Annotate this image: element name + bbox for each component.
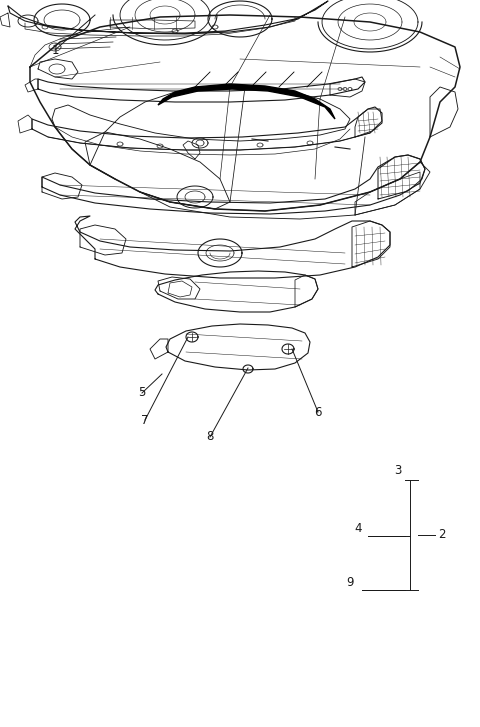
Text: 3: 3 bbox=[394, 464, 402, 476]
Text: 4: 4 bbox=[354, 521, 362, 534]
Text: 7: 7 bbox=[141, 414, 149, 427]
Text: 1: 1 bbox=[51, 44, 59, 57]
Text: 6: 6 bbox=[314, 406, 322, 419]
Polygon shape bbox=[158, 84, 335, 119]
Text: 2: 2 bbox=[438, 529, 446, 542]
Text: 8: 8 bbox=[206, 430, 214, 443]
Text: 9: 9 bbox=[346, 576, 354, 588]
Text: 5: 5 bbox=[138, 387, 146, 400]
